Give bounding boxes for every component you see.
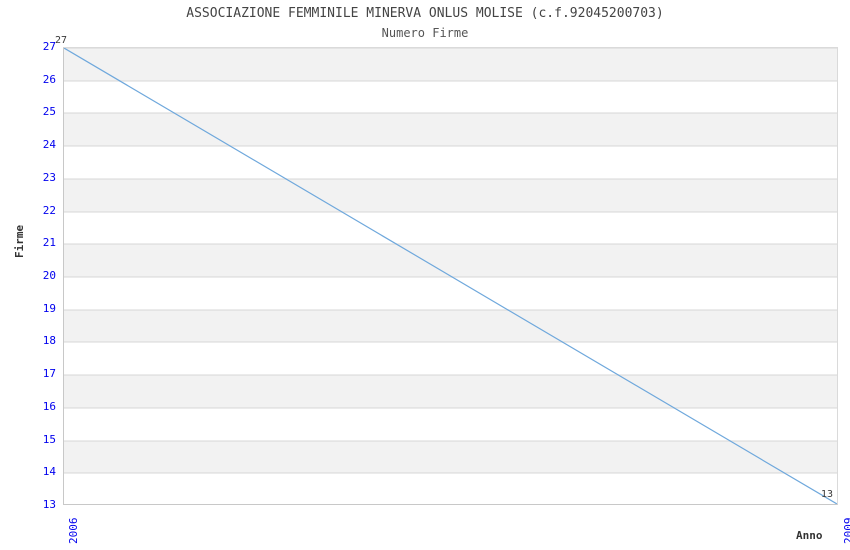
plot-band <box>64 146 837 179</box>
y-axis-tick-label: 25 <box>42 105 56 119</box>
y-axis-tick-label: 24 <box>42 138 56 152</box>
plot-band <box>64 375 837 408</box>
y-axis-tick-label: 20 <box>42 269 56 282</box>
y-axis-tick-label: 19 <box>42 301 56 315</box>
y-axis-tick-label: 27 <box>42 40 56 53</box>
x-axis-tick-label: 2006 <box>67 517 80 545</box>
chart-title: ASSOCIAZIONE FEMMINILE MINERVA ONLUS MOL… <box>186 6 664 21</box>
data-series-line <box>64 48 837 504</box>
y-axis-tick-label: 23 <box>42 170 56 184</box>
x-axis-tick-label: 2009 <box>842 517 850 545</box>
data-point-label: 13 <box>821 489 834 500</box>
plot-band <box>64 309 837 343</box>
y-axis-tick-label: 15 <box>42 432 56 446</box>
plot-band <box>64 178 837 212</box>
y-axis-tick-label: 26 <box>42 72 56 86</box>
plot-band <box>64 277 837 310</box>
y-axis-tick-label: 17 <box>42 367 56 381</box>
y-axis-tick-label: 18 <box>42 334 56 348</box>
y-axis-tick-label: 16 <box>42 399 56 413</box>
plot-band <box>64 407 837 441</box>
plot-band <box>64 211 837 245</box>
plot-band <box>64 342 837 376</box>
series-polyline <box>64 48 837 504</box>
plot-band <box>64 473 837 504</box>
y-axis-tick-label: 21 <box>42 236 56 250</box>
data-point-label: 27 <box>55 35 68 46</box>
y-axis-tick-label: 14 <box>42 465 56 479</box>
x-axis-title: Anno <box>796 529 823 542</box>
plot-band <box>64 113 837 147</box>
chart-subtitle: Numero Firme <box>381 26 469 40</box>
y-axis-tick-label: 22 <box>42 203 56 217</box>
plot-band <box>64 440 837 474</box>
plot-band <box>64 80 837 114</box>
plot-area <box>63 47 838 505</box>
y-axis-tick-label: 13 <box>42 498 56 511</box>
plot-band <box>64 48 837 81</box>
